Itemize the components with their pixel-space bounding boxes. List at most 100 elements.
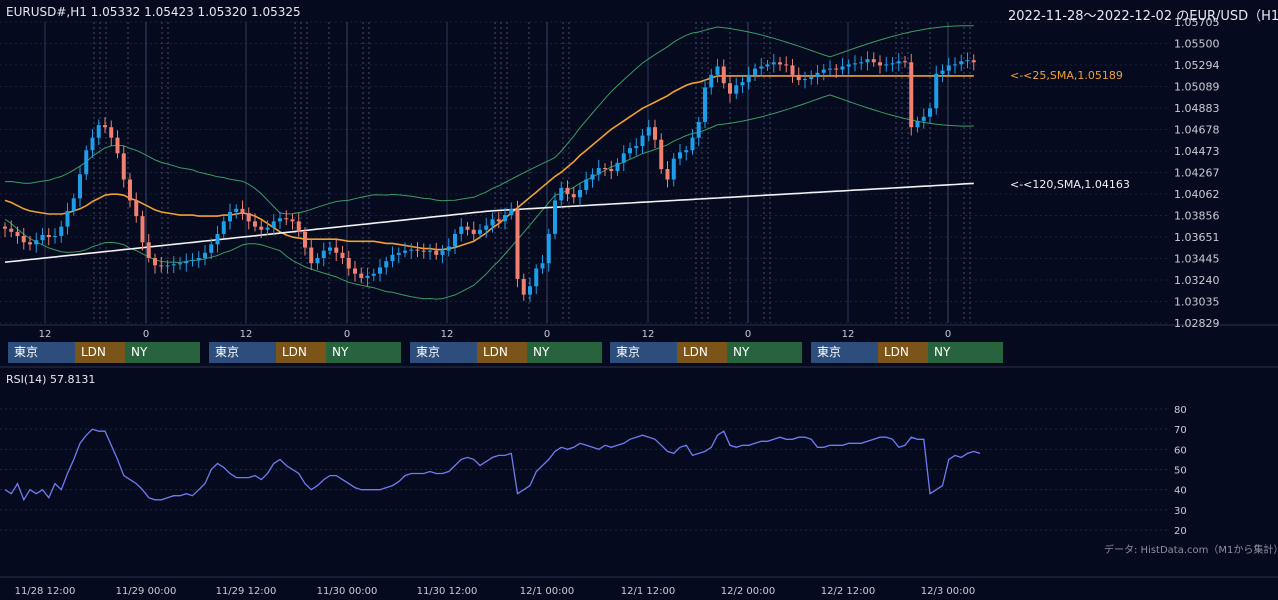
- candle-body: [3, 226, 7, 229]
- candle-body: [865, 59, 870, 63]
- candle: [503, 207, 507, 230]
- price-tick-label: 1.05705: [1174, 16, 1220, 29]
- candle: [496, 212, 501, 228]
- candle: [115, 130, 120, 159]
- candle-body: [765, 64, 770, 67]
- bollinger-upper: [4, 25, 974, 215]
- candle: [853, 55, 857, 72]
- candle-body: [340, 252, 345, 259]
- candle: [28, 236, 32, 251]
- candle-body: [696, 121, 701, 138]
- candle: [896, 53, 901, 72]
- candle: [409, 243, 414, 259]
- candle: [334, 239, 339, 262]
- candle-body: [359, 273, 364, 278]
- candle-body: [815, 72, 820, 77]
- candle-body: [78, 174, 82, 199]
- candle: [559, 181, 564, 209]
- candle-body: [753, 68, 757, 75]
- candle: [928, 103, 932, 124]
- sma25-annotation: <-<25,SMA,1.05189: [1010, 69, 1123, 82]
- candle-body: [365, 275, 370, 278]
- candle: [509, 202, 514, 220]
- date-axis: 11/28 12:00 11/29 00:00 11/29 12:00 11/30 0…: [0, 576, 1278, 597]
- rsi-panel: 80 70 60 50 40 30 20: [0, 366, 1278, 537]
- date-tick-label: 11/30 00:00: [317, 586, 378, 597]
- candle: [109, 120, 114, 146]
- candle: [134, 192, 139, 223]
- candle-body: [571, 194, 576, 198]
- candle: [646, 119, 651, 142]
- candle-body: [684, 150, 689, 153]
- candle-body: [215, 233, 220, 245]
- candle-body: [615, 162, 620, 172]
- candle: [203, 245, 207, 266]
- candle-body: [134, 200, 139, 217]
- candle-body: [721, 66, 726, 84]
- candle: [534, 264, 539, 295]
- candle: [40, 227, 45, 245]
- candle-body: [678, 152, 682, 159]
- price-tick-label: 1.04062: [1174, 188, 1220, 201]
- candle-body: [834, 68, 839, 70]
- candle-body: [15, 231, 20, 237]
- candle: [828, 60, 832, 76]
- candle-body: [946, 65, 951, 71]
- candle: [178, 257, 182, 270]
- candle: [465, 221, 470, 236]
- candle: [846, 59, 851, 75]
- candle: [671, 153, 676, 187]
- candle-body: [353, 268, 357, 274]
- candle-body: [428, 250, 432, 252]
- candle-body: [384, 261, 389, 268]
- candle: [296, 213, 301, 237]
- hour-tick-label: 12: [240, 329, 253, 340]
- candle-body: [521, 278, 526, 295]
- date-tick-label: 11/29 00:00: [116, 586, 177, 597]
- candle-body: [803, 79, 807, 81]
- candle: [284, 210, 289, 226]
- candle-body: [378, 267, 382, 274]
- candle-body: [940, 70, 945, 74]
- candle: [746, 66, 751, 90]
- candle-body: [159, 265, 164, 267]
- candle: [184, 253, 189, 272]
- candle: [665, 161, 670, 188]
- candle: [340, 245, 345, 265]
- candle: [478, 223, 482, 239]
- candle-body: [109, 127, 114, 138]
- candle-body: [128, 179, 132, 201]
- candle: [159, 256, 164, 273]
- bollinger-bands: [4, 25, 974, 300]
- candle-body: [590, 174, 595, 180]
- candle-body: [271, 221, 276, 228]
- hour-tick-label: 12: [39, 329, 52, 340]
- rsi-tick-label: 70: [1174, 425, 1187, 436]
- candle-body: [503, 215, 507, 222]
- candle: [734, 77, 739, 99]
- candle-body: [459, 226, 464, 234]
- candle-body: [953, 64, 957, 66]
- candle-body: [653, 127, 657, 140]
- candle-body: [928, 108, 932, 117]
- date-tick-label: 11/29 12:00: [216, 586, 277, 597]
- candle-body: [903, 61, 907, 63]
- date-tick-label: 11/28 12:00: [15, 586, 76, 597]
- candle-body: [840, 66, 845, 70]
- hour-axis: 12 0 12 0 12 0 12 0 12 0: [39, 329, 952, 340]
- session-ny: NY: [326, 342, 401, 363]
- candle-body: [509, 208, 514, 216]
- candle-body: [909, 62, 914, 128]
- candle: [940, 64, 945, 83]
- candle-body: [315, 258, 320, 264]
- candle-body: [603, 167, 607, 170]
- candle: [728, 76, 732, 103]
- candle-body: [209, 244, 214, 253]
- candle-body: [871, 59, 876, 63]
- candle: [709, 68, 714, 95]
- session-ny: NY: [928, 342, 1003, 363]
- candle-body: [396, 252, 401, 255]
- candle: [590, 168, 595, 188]
- candle-body: [184, 261, 189, 264]
- candlesticks: [3, 51, 976, 302]
